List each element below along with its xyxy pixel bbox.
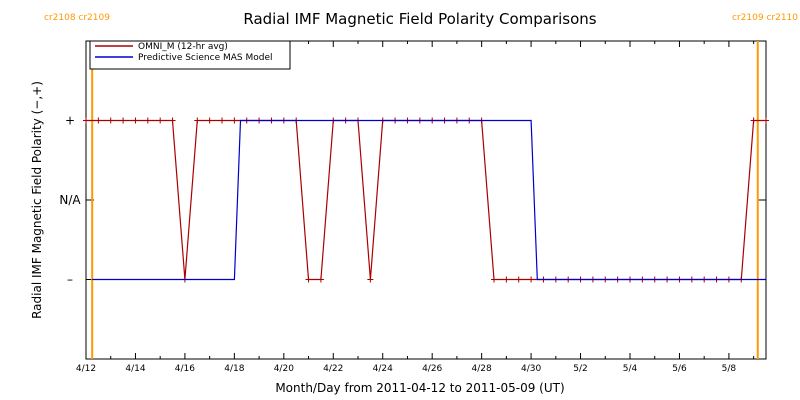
x-tick-label: 4/14 <box>125 364 145 374</box>
x-tick-label: 5/2 <box>573 364 587 374</box>
x-tick-label: 4/18 <box>224 364 244 374</box>
omni-data-point <box>132 117 139 124</box>
x-tick-label: 4/24 <box>373 364 393 374</box>
x-tick-label: 5/4 <box>623 364 638 374</box>
legend-box <box>89 40 291 70</box>
y-tick-label: N/A <box>59 193 81 207</box>
carrington-markers: cr2108 cr2109 cr2109 cr2110 <box>44 13 798 359</box>
omni-data-point <box>305 276 312 283</box>
x-axis: 4/12 4/14 4/16 4/18 4/20 4/22 4/24 4/26 4/28 4/30… <box>76 41 755 374</box>
omni-data-point <box>144 117 151 124</box>
omni-data-point <box>194 117 201 124</box>
omni-data-point <box>763 117 769 124</box>
omni-series-line <box>86 119 766 281</box>
mas-model-series-line <box>92 119 766 281</box>
omni-data-point <box>83 117 89 124</box>
x-tick-label: 4/28 <box>472 364 492 374</box>
omni-data-point <box>95 117 102 124</box>
omni-data-point <box>219 117 225 124</box>
x-tick-label: 4/12 <box>76 364 96 374</box>
omni-data-point <box>169 117 176 124</box>
omni-data-point <box>317 276 324 283</box>
carrington-label: cr2109 cr2110 <box>732 13 798 23</box>
omni-data-point <box>515 276 522 283</box>
x-axis-label: Month/Day from 2011-04-12 to 2011-05-09 … <box>275 381 564 395</box>
x-tick-label: 5/6 <box>672 364 687 374</box>
omni-data-point <box>206 117 213 124</box>
omni-data-point <box>157 117 164 124</box>
omni-data-point <box>367 276 374 283</box>
x-tick-label: 4/22 <box>323 364 343 374</box>
chart-title: Radial IMF Magnetic Field Polarity Compa… <box>243 10 596 28</box>
legend-label: Predictive Science MAS Model <box>138 53 273 63</box>
x-tick-label: 5/8 <box>722 364 737 374</box>
x-tick-label: 4/20 <box>274 364 294 374</box>
y-tick-label: – <box>67 273 73 287</box>
legend: OMNI_M (12-hr avg)Predictive Science MAS… <box>89 40 291 70</box>
y-tick-label: + <box>65 114 75 128</box>
plot-frame <box>85 40 767 360</box>
legend-label: OMNI_M (12-hr avg) <box>138 42 228 52</box>
omni-data-point <box>107 117 114 124</box>
omni-data-point <box>750 117 757 124</box>
x-tick-label: 4/30 <box>521 364 541 374</box>
y-axis-label: Radial IMF Magnetic Field Polarity (−,+) <box>30 81 44 319</box>
carrington-label: cr2108 cr2109 <box>44 13 110 23</box>
omni-data-point <box>528 276 535 283</box>
omni-data-point <box>231 117 238 124</box>
x-tick-label: 4/26 <box>422 364 442 374</box>
omni-data-point <box>120 117 127 124</box>
omni-data-point <box>503 276 510 283</box>
y-axis: + N/A – <box>59 114 766 287</box>
x-tick-label: 4/16 <box>175 364 195 374</box>
series-layer <box>83 117 769 283</box>
omni-data-point <box>491 276 497 283</box>
